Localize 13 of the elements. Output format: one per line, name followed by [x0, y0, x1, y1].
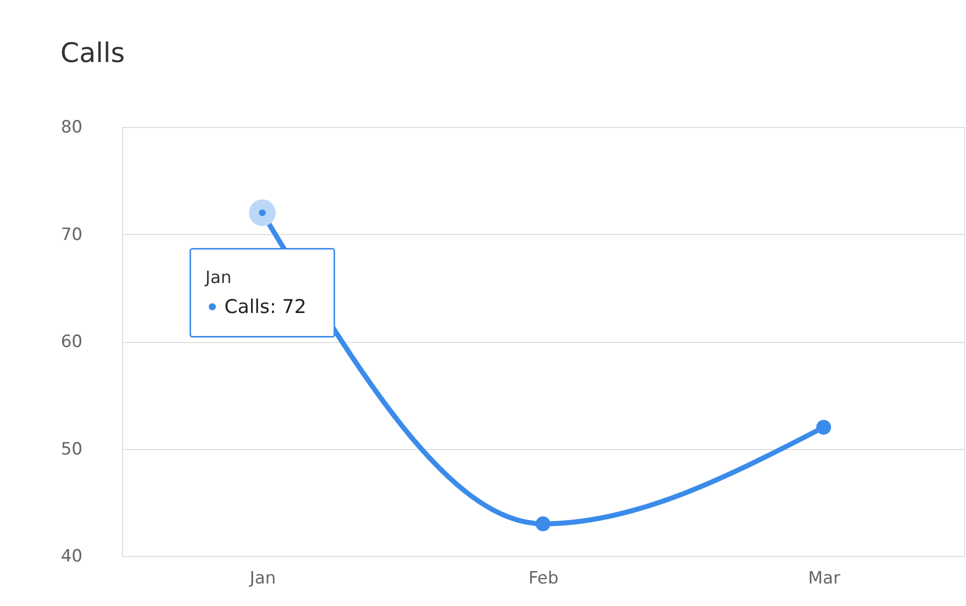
y-tick-label: 80	[60, 118, 82, 138]
y-tick-label: 50	[60, 439, 82, 460]
y-tick-label: 70	[60, 224, 82, 245]
chart-title: Calls	[60, 38, 125, 69]
x-tick-label: Jan	[248, 568, 276, 588]
point	[816, 420, 832, 435]
annotation: Jan	[204, 268, 232, 288]
y-tick-label: 40	[60, 546, 82, 566]
annotation: Calls: 72	[224, 296, 306, 318]
x-tick-label: Mar	[808, 568, 840, 588]
point	[536, 516, 550, 532]
x-tick-label: Feb	[528, 568, 559, 588]
y-tick-label: 60	[60, 332, 82, 352]
